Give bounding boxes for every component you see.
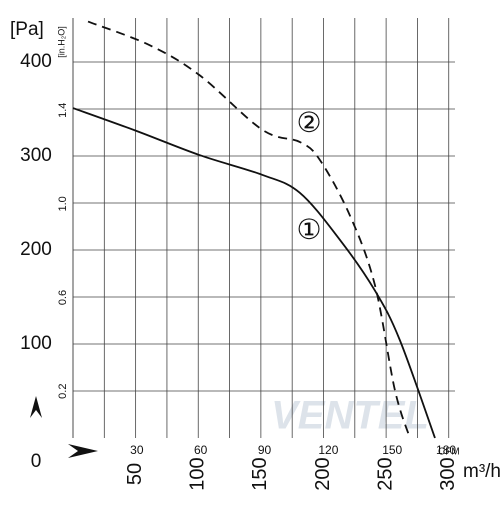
up-arrow	[30, 396, 42, 418]
x-unit: m³/h	[463, 461, 501, 482]
y-tick-label: 100	[20, 333, 52, 354]
right-arrow	[68, 444, 98, 458]
curve-label: ②	[296, 106, 321, 139]
curve-label: ①	[296, 213, 321, 246]
x2-tick-label: 60	[194, 443, 208, 457]
x-tick-label: 150	[249, 457, 271, 490]
y-tick-label: 0	[31, 451, 42, 472]
y-tick-label: 300	[20, 145, 52, 166]
curve	[72, 107, 436, 439]
y2-unit: [in.H₂O]	[56, 26, 66, 58]
y2-tick-label: 0.6	[57, 290, 69, 305]
y2-tick-label: 1.0	[57, 196, 69, 211]
x2-unit: CFM	[438, 447, 460, 458]
x2-tick-label: 180	[436, 443, 456, 457]
x-tick-label: 300	[437, 457, 459, 490]
x2-tick-label: 30	[130, 443, 144, 457]
x-tick-label: 50	[124, 463, 146, 485]
curve	[87, 20, 411, 439]
x-tick-label: 200	[312, 457, 334, 490]
watermark: VENTEL	[271, 394, 429, 438]
y-tick-label: 200	[20, 239, 52, 260]
x-tick-label: 100	[187, 457, 209, 490]
x2-tick-label: 150	[382, 443, 402, 457]
x-tick-label: 250	[374, 457, 396, 490]
y-unit: [Pa]	[10, 19, 44, 40]
y-tick-label: 400	[20, 51, 52, 72]
x2-tick-label: 90	[258, 443, 272, 457]
y2-tick-label: 1.4	[57, 103, 69, 118]
y2-tick-label: 0.2	[57, 384, 69, 399]
x2-tick-label: 120	[318, 443, 338, 457]
